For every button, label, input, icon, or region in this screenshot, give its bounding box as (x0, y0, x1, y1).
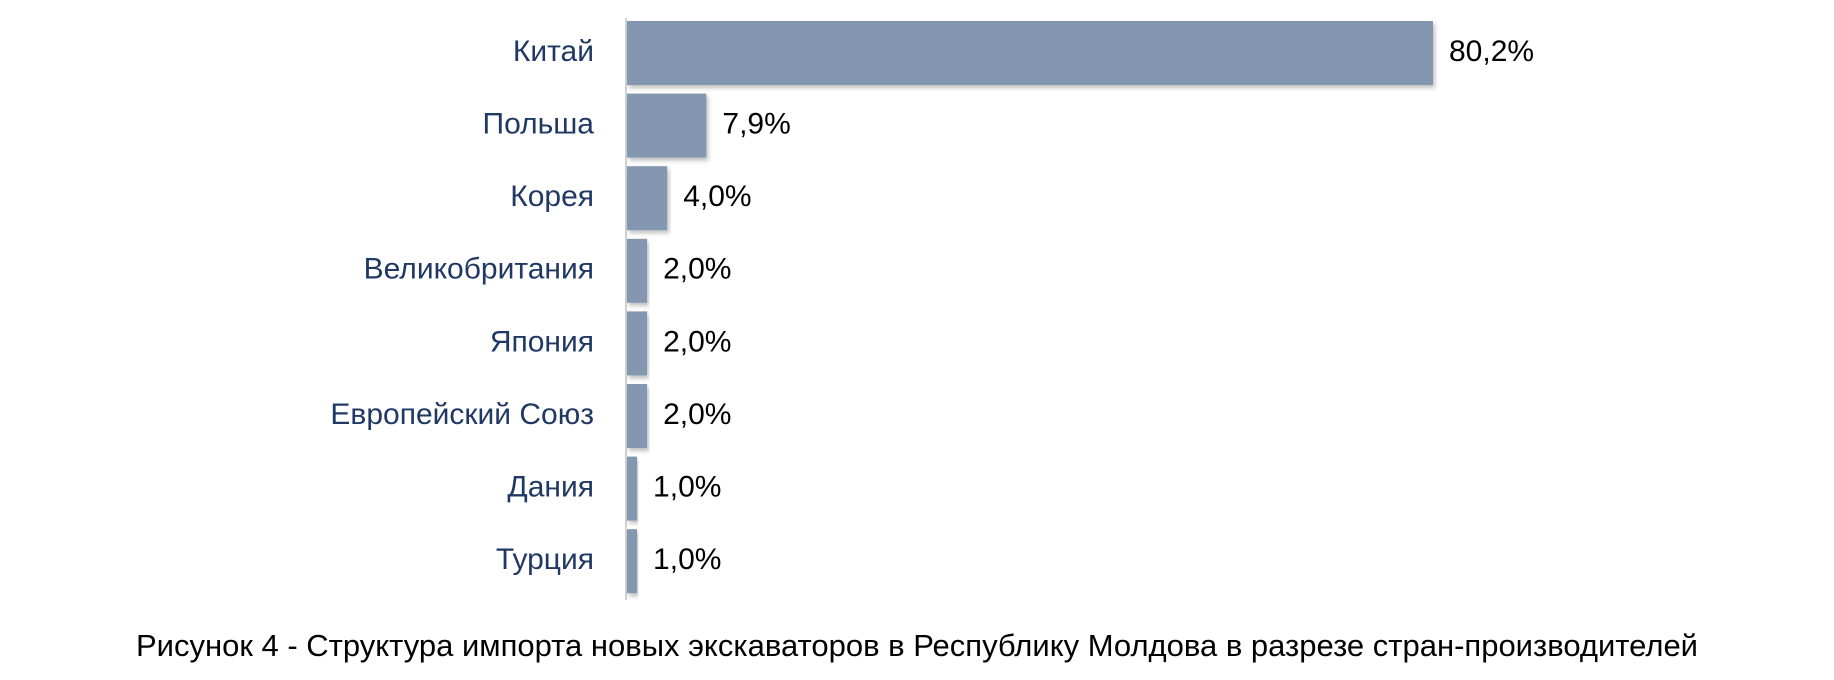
value-label: 7,9% (722, 108, 790, 141)
category-label: Дания (507, 471, 594, 504)
category-label: Корея (510, 180, 594, 213)
value-label: 2,0% (663, 253, 731, 286)
value-label: 80,2% (1449, 35, 1534, 68)
value-label: 4,0% (683, 180, 751, 213)
bar (627, 384, 648, 448)
bar (627, 93, 707, 158)
value-label: 2,0% (663, 398, 731, 431)
bar (627, 238, 648, 303)
bar (627, 311, 648, 376)
category-label: Великобритания (364, 253, 594, 286)
value-label: 1,0% (653, 543, 721, 576)
bar (627, 456, 638, 521)
category-label: Япония (490, 325, 594, 358)
caption: Рисунок 4 - Структура импорта новых экск… (136, 628, 1698, 663)
value-label: 2,0% (663, 325, 731, 358)
category-label: Европейский Союз (330, 398, 594, 431)
value-label: 1,0% (653, 471, 721, 504)
category-label: Китай (513, 35, 594, 68)
category-label: Польша (483, 108, 595, 141)
bar (627, 166, 668, 231)
bar (627, 529, 638, 594)
category-label: Турция (496, 543, 594, 576)
bar (627, 21, 1433, 85)
